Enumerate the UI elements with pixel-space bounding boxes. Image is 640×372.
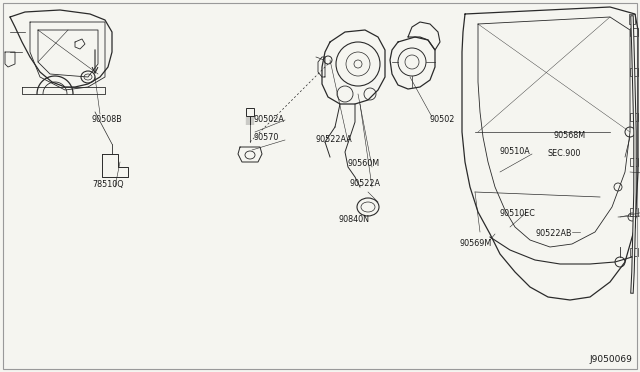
Bar — [630, 248, 638, 256]
Text: 90502: 90502 — [430, 115, 456, 124]
Text: 90508B: 90508B — [92, 115, 123, 125]
Text: 90522AB: 90522AB — [536, 230, 573, 238]
Bar — [630, 28, 638, 36]
Text: J9050069: J9050069 — [589, 355, 632, 364]
Text: SEC.900: SEC.900 — [548, 150, 581, 158]
Bar — [629, 14, 635, 24]
Text: 90510A: 90510A — [500, 148, 531, 157]
Text: 90510EC: 90510EC — [500, 209, 536, 218]
Text: 90570: 90570 — [254, 134, 280, 142]
Text: 78510Q: 78510Q — [92, 180, 124, 189]
Text: 90522A: 90522A — [350, 180, 381, 189]
Text: 90522AA: 90522AA — [316, 135, 353, 144]
Text: 90569M: 90569M — [460, 240, 492, 248]
Bar — [246, 108, 254, 116]
Bar — [630, 158, 638, 166]
Bar — [630, 208, 638, 216]
Text: 90840N: 90840N — [339, 215, 369, 224]
Text: 90560M: 90560M — [348, 160, 380, 169]
Text: 90502A: 90502A — [254, 115, 285, 125]
Bar — [630, 68, 638, 76]
Text: 90568M: 90568M — [554, 131, 586, 141]
Bar — [630, 113, 638, 121]
